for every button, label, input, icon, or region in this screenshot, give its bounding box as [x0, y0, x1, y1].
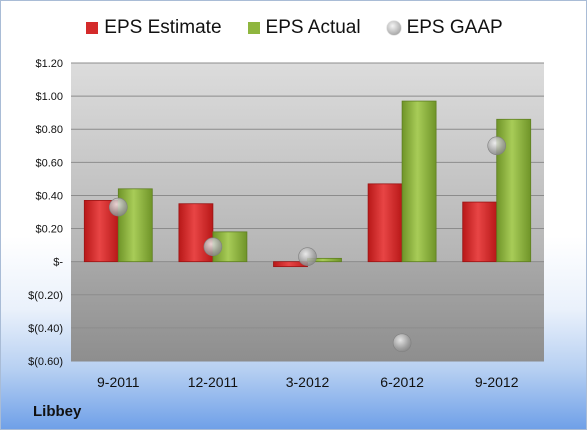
- y-tick-label: $(0.60): [28, 356, 63, 368]
- company-name: Libbey: [33, 403, 82, 420]
- y-tick-label: $0.20: [35, 224, 63, 236]
- x-tick-label: 9-2012: [475, 374, 519, 390]
- point-eps-gaap: [298, 247, 317, 266]
- y-tick-label: $1.20: [35, 58, 63, 70]
- y-tick-label: $(0.20): [28, 290, 63, 302]
- bar-eps-estimate: [462, 201, 498, 263]
- legend-label-eps-actual: EPS Actual: [265, 17, 361, 38]
- legend-item-eps-estimate: EPS Estimate: [86, 17, 222, 39]
- y-tick-label: $0.40: [35, 190, 63, 202]
- y-tick-label: $(0.40): [28, 323, 63, 335]
- legend-label-eps-gaap: EPS GAAP: [406, 17, 503, 38]
- point-eps-gaap: [203, 237, 223, 257]
- legend-item-eps-gaap: EPS GAAP: [386, 17, 503, 39]
- x-tick-label: 12-2011: [188, 374, 239, 390]
- bar-eps-estimate: [367, 183, 403, 263]
- bar-eps-actual: [401, 100, 437, 263]
- point-eps-gaap: [392, 333, 412, 353]
- x-tick-label: 6-2012: [380, 374, 424, 390]
- plot-area-negative: [71, 261, 544, 361]
- legend-item-eps-actual: EPS Actual: [247, 17, 361, 39]
- y-tick-label: $-: [53, 257, 63, 269]
- y-tick-label: $0.80: [35, 124, 63, 136]
- legend-swatch-eps-gaap: [386, 21, 401, 35]
- legend-swatch-eps-estimate: [86, 22, 99, 34]
- y-axis: $1.20 $1.00 $0.80 $0.60 $0.40 $0.20 $- $(0.20) $…: [28, 58, 63, 368]
- y-tick-label: $1.00: [35, 91, 63, 103]
- legend-swatch-eps-actual: [247, 22, 260, 34]
- gaap-points: [109, 136, 507, 353]
- y-tick-label: $0.60: [35, 157, 63, 169]
- x-tick-label: 3-2012: [286, 374, 330, 390]
- point-eps-gaap: [487, 136, 507, 156]
- legend: EPS Estimate EPS Actual EPS GAAP: [1, 17, 587, 39]
- x-axis: 9-2011 12-2011 3-2012 6-2012 9-2012: [97, 374, 519, 390]
- legend-label-eps-estimate: EPS Estimate: [104, 17, 222, 38]
- x-tick-label: 9-2011: [97, 374, 140, 390]
- point-eps-gaap: [109, 197, 128, 217]
